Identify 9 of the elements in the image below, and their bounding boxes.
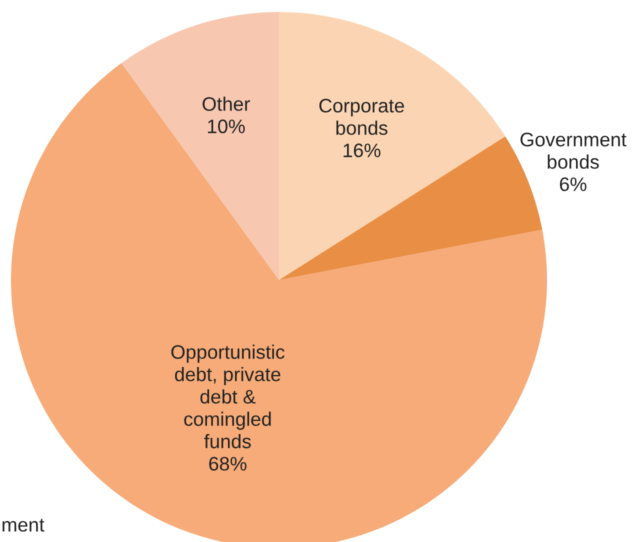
- data-label: 10%: [208, 120, 245, 134]
- data-label: 68%: [209, 456, 246, 471]
- slice-label: Other: [202, 96, 250, 111]
- data-label: 6%: [560, 177, 586, 192]
- slice-label: Opportunistic debt, private debt & comingled funds: [171, 344, 284, 448]
- data-label: 16%: [344, 144, 380, 158]
- text: ment: [2, 518, 44, 532]
- slice-label: Corporate bonds: [319, 98, 404, 135]
- slice-label: Government bonds: [520, 132, 626, 169]
